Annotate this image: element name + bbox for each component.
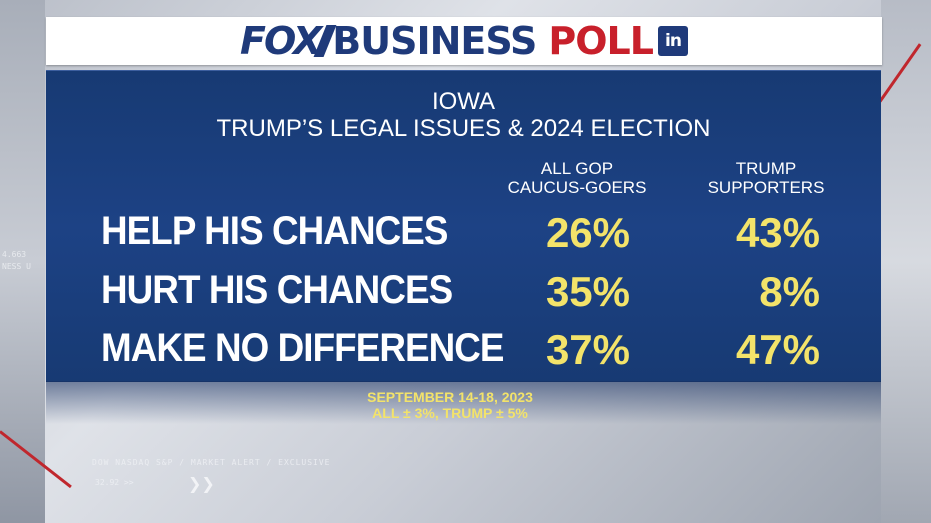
background-side-text: NESS U	[2, 262, 31, 271]
footer-shade	[46, 381, 881, 424]
column-header-line: SUPPORTERS	[707, 178, 825, 197]
value-hurt-all-gop: 35%	[545, 268, 630, 315]
column-header-all-gop: ALL GOP CAUCUS-GOERS	[477, 159, 677, 197]
row-label-help: HELP HIS CHANCES	[101, 209, 448, 253]
poll-dates: SEPTEMBER 14-18, 2023	[367, 389, 533, 405]
margin-of-error: ALL ± 3%, TRUMP ± 5%	[372, 405, 528, 421]
column-header-line: TRUMP	[735, 159, 797, 178]
value-hurt-trump: 8%	[759, 268, 820, 315]
value-help-all-gop: 26%	[545, 209, 630, 256]
poll-header: FOX BUSINESS POLL in	[46, 17, 882, 65]
value-help-trump: 43%	[735, 209, 820, 256]
column-header-line: CAUCUS-GOERS	[507, 178, 647, 197]
row-label-no-difference: MAKE NO DIFFERENCE	[101, 326, 504, 370]
poll-results-panel: IOWA TRUMP’S LEGAL ISSUES & 2024 ELECTIO…	[46, 70, 881, 382]
brand-poll: POLL	[548, 19, 654, 63]
chevron-right-icon: ❯❯	[188, 474, 215, 493]
row-label-hurt: HURT HIS CHANCES	[101, 268, 453, 312]
fox-business-poll-logo: FOX BUSINESS POLL in	[240, 22, 688, 60]
poll-title-state: IOWA	[431, 88, 496, 115]
poll-title-topic: TRUMP’S LEGAL ISSUES & 2024 ELECTION	[216, 115, 711, 142]
column-header-trump-supporters: TRUMP SUPPORTERS	[666, 159, 866, 197]
brand-fox: FOX	[240, 19, 322, 63]
value-no-difference-trump: 47%	[735, 326, 820, 373]
background-right-stripe	[881, 0, 931, 523]
background-ticker-text: DOW NASDAQ S&P / MARKET ALERT / EXCLUSIV…	[92, 458, 331, 467]
column-header-line: ALL GOP	[540, 159, 614, 178]
brand-business: BUSINESS	[332, 19, 537, 63]
background-ticker-value: 32.92 >>	[95, 478, 134, 487]
background-side-text: 4.663	[2, 250, 27, 259]
value-no-difference-all-gop: 37%	[545, 326, 630, 373]
linkedin-style-badge-icon: in	[657, 26, 688, 56]
